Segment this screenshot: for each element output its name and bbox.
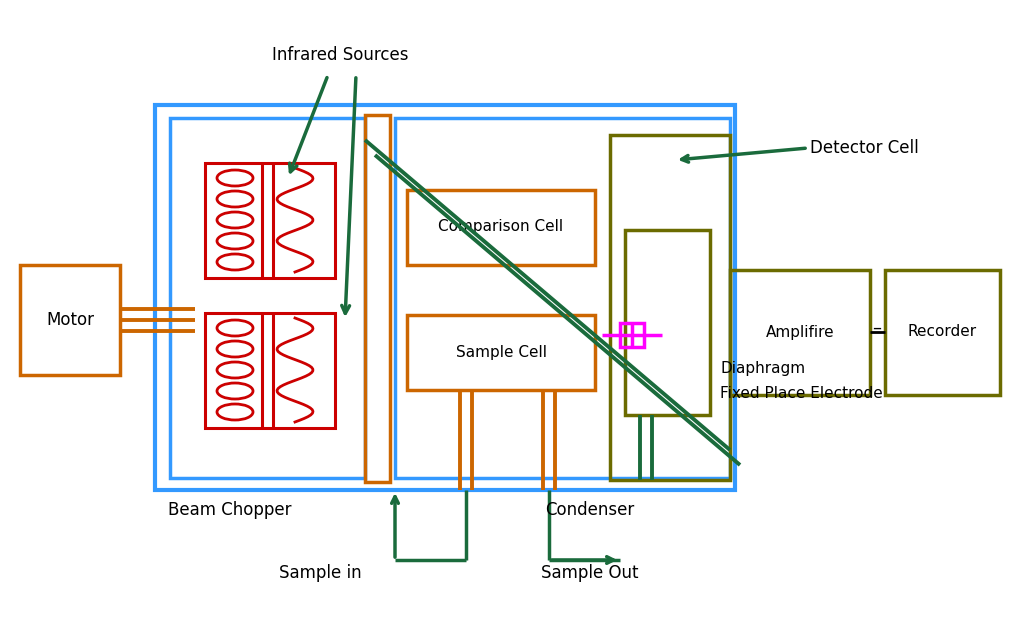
Text: Detector Cell: Detector Cell: [810, 139, 919, 157]
Text: Sample Out: Sample Out: [542, 564, 639, 582]
Text: Sample Cell: Sample Cell: [456, 345, 547, 360]
Text: Fixed Place Electrode: Fixed Place Electrode: [720, 386, 883, 400]
Bar: [407, 190, 595, 265]
Bar: [625, 230, 710, 415]
Text: Beam Chopper: Beam Chopper: [168, 501, 292, 519]
Text: Comparison Cell: Comparison Cell: [438, 220, 563, 235]
Text: Diaphragm: Diaphragm: [720, 360, 805, 376]
Text: Infrared Sources: Infrared Sources: [271, 46, 409, 64]
Bar: [620, 323, 644, 347]
Text: Recorder: Recorder: [907, 324, 977, 339]
Text: Amplifire: Amplifire: [766, 324, 835, 339]
Text: –: –: [872, 319, 882, 337]
Text: Condenser: Condenser: [546, 501, 635, 519]
Bar: [885, 270, 1000, 395]
Bar: [155, 105, 735, 490]
Text: Sample in: Sample in: [279, 564, 361, 582]
Bar: [407, 315, 595, 390]
Bar: [205, 313, 335, 428]
Bar: [395, 118, 730, 478]
Text: Motor: Motor: [46, 311, 94, 329]
Bar: [610, 135, 730, 480]
Bar: [170, 118, 365, 478]
Bar: [365, 115, 390, 482]
Bar: [730, 270, 870, 395]
Bar: [205, 163, 335, 278]
Bar: [20, 265, 120, 375]
